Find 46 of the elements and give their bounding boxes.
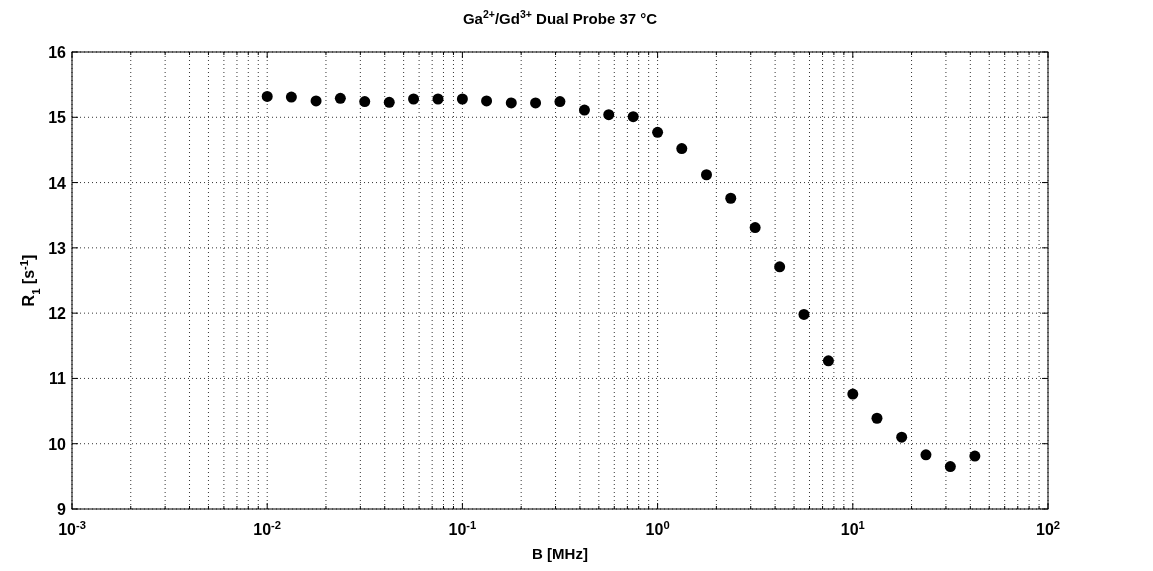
y-tick-label: 13 (48, 239, 67, 257)
x-axis-title: B [MHz] (532, 545, 588, 562)
point (676, 143, 688, 155)
point (310, 95, 322, 107)
x-tick-label: 10$^{-3}$ (58, 519, 86, 538)
point (920, 449, 932, 461)
point (359, 96, 371, 108)
point (554, 96, 566, 108)
y-tick-label: 14 (48, 174, 67, 192)
y-tick-label: 11 (49, 370, 67, 388)
point (847, 388, 859, 400)
point (896, 431, 908, 443)
point (822, 355, 834, 367)
point (627, 111, 639, 123)
point (700, 169, 712, 181)
y-tick-label: 9 (57, 501, 67, 518)
x-tick-label: 10$^{-1}$ (448, 519, 477, 538)
point (749, 222, 761, 234)
x-tick-label: 10$^{-2}$ (253, 519, 282, 538)
point (505, 97, 517, 109)
point (383, 96, 395, 108)
chart-title: Ga$^{2+}$/Gd$^{3+}$ Dual Probe 37 °C (462, 8, 658, 27)
x-tick-label: 10$^{2}$ (1035, 519, 1061, 538)
point (774, 261, 786, 273)
point (725, 192, 737, 204)
point (652, 126, 664, 138)
point (261, 90, 273, 102)
point (578, 104, 590, 116)
point (481, 95, 493, 107)
point (432, 93, 444, 105)
point (944, 461, 956, 473)
point (798, 308, 810, 320)
point (530, 97, 542, 109)
point (969, 450, 981, 462)
x-tick-label: 10$^{1}$ (840, 519, 865, 538)
point (456, 93, 468, 105)
y-tick-label: 16 (48, 44, 67, 61)
point (408, 93, 420, 105)
y-tick-label: 12 (48, 305, 67, 323)
y-tick-label: 10 (48, 435, 67, 453)
point (603, 109, 615, 121)
x-tick-label: 10$^{0}$ (645, 519, 670, 538)
point (285, 91, 297, 103)
point (871, 412, 883, 424)
point (334, 92, 346, 104)
y-tick-label: 15 (48, 109, 67, 127)
